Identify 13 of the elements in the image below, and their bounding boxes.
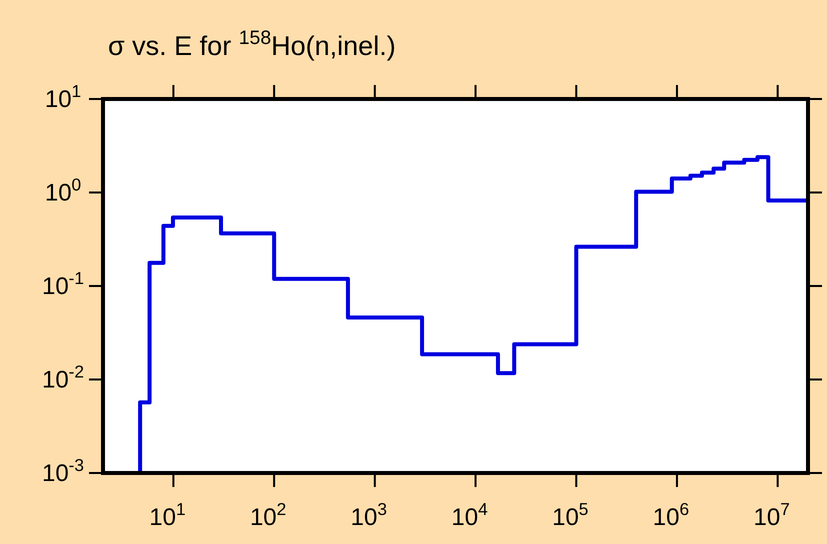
x-tick-label: 10$^{6}$ xyxy=(652,499,690,531)
y-tick-label: 10$^{-1}$ xyxy=(42,268,84,300)
x-tick-label: 10$^{2}$ xyxy=(250,499,286,531)
y-tick-label: 10$^{1}$ xyxy=(44,81,82,113)
chart-title: σ vs. E for $^{158}$Ho(n,inel.) xyxy=(108,27,396,61)
y-tick-label: 10$^{0}$ xyxy=(44,174,82,206)
y-tick-label: 10$^{-3}$ xyxy=(42,455,84,487)
y-tick-label: 10$^{-2}$ xyxy=(42,362,84,394)
x-tick-label: 10$^{1}$ xyxy=(149,499,186,531)
x-tick-label: 10$^{4}$ xyxy=(451,499,488,531)
x-tick-label: 10$^{7}$ xyxy=(754,499,790,531)
x-tick-label: 10$^{5}$ xyxy=(552,499,588,531)
x-tick-label: 10$^{3}$ xyxy=(350,499,387,531)
